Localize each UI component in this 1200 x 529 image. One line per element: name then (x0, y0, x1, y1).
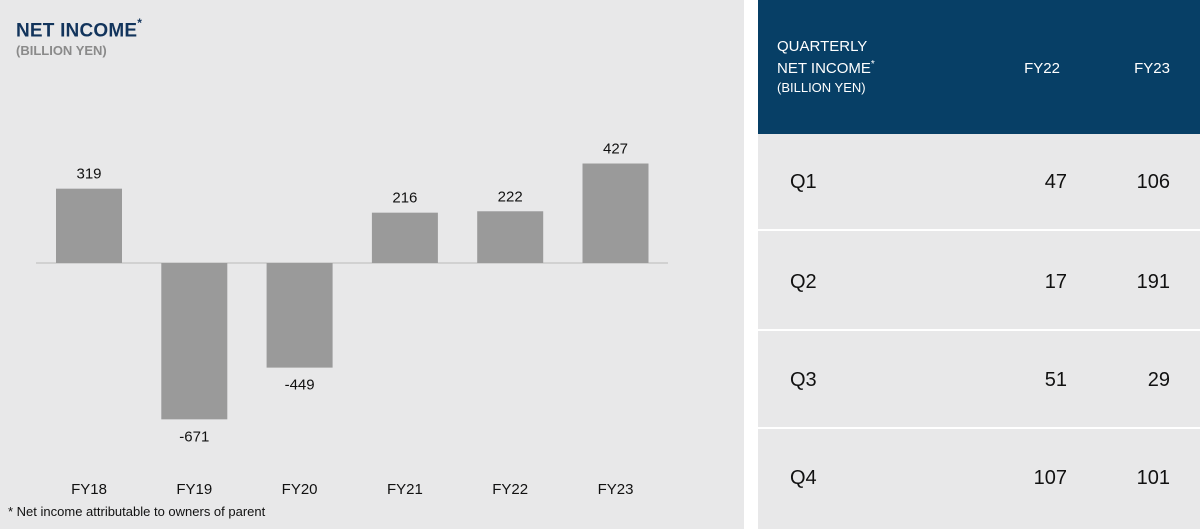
bar-fy22 (477, 211, 544, 263)
chart-title: NET INCOME* (16, 16, 143, 42)
table-title-asterisk: * (870, 59, 875, 70)
chart-subtitle: (BILLION YEN) (16, 43, 107, 58)
table-row-q2: Q2 17 191 (758, 234, 1200, 331)
chart-footnote: * Net income attributable to owners of p… (8, 504, 266, 519)
value-label-fy20: -449 (285, 377, 315, 394)
value-label-fy22: 222 (498, 188, 523, 205)
table-unit: (BILLION YEN) (777, 80, 866, 95)
x-tick-fy23: FY23 (598, 481, 634, 498)
row-fy22-value: 47 (1044, 171, 1067, 193)
column-header-fy22: FY22 (1024, 60, 1060, 77)
row-fy22-value: 51 (1044, 369, 1067, 391)
bar-fy23 (582, 163, 649, 263)
row-quarter-label: Q1 (790, 171, 817, 193)
x-tick-fy19: FY19 (176, 481, 212, 498)
row-fy22-value: 17 (1044, 271, 1067, 293)
quarterly-net-income-table: QUARTERLY NET INCOME* (BILLION YEN) FY22… (758, 0, 1200, 529)
title-asterisk: * (137, 16, 143, 30)
row-fy23-value: 101 (1136, 467, 1170, 489)
value-label-fy23: 427 (603, 141, 628, 158)
bar-fy20 (266, 263, 333, 368)
column-header-fy23: FY23 (1134, 60, 1170, 77)
row-quarter-label: Q4 (790, 467, 817, 489)
table-row-q3: Q3 51 29 (758, 332, 1200, 429)
x-tick-fy18: FY18 (71, 481, 107, 498)
row-fy23-value: 29 (1147, 369, 1170, 391)
table-row-q4: Q4 107 101 (758, 430, 1200, 527)
table-header: QUARTERLY NET INCOME* (BILLION YEN) FY22… (758, 0, 1200, 134)
x-tick-fy20: FY20 (282, 481, 318, 498)
bar-fy18 (56, 188, 122, 263)
net-income-bar-chart: 319 FY18 -671 FY19 -449 FY20 216 FY21 222 FY22 427… (36, 141, 668, 498)
x-tick-fy21: FY21 (387, 481, 423, 498)
row-fy23-value: 191 (1136, 271, 1170, 293)
table-row-q1: Q1 47 106 (758, 134, 1200, 231)
table-title: QUARTERLY NET INCOME* (777, 38, 875, 77)
value-label-fy19: -671 (179, 428, 209, 445)
x-tick-fy22: FY22 (492, 481, 528, 498)
bar-fy21 (371, 212, 438, 263)
net-income-chart-panel: NET INCOME* (BILLION YEN) 319 FY18 -671 FY1… (0, 0, 744, 529)
value-label-fy18: 319 (76, 166, 101, 183)
row-quarter-label: Q3 (790, 369, 817, 391)
value-label-fy21: 216 (392, 190, 417, 207)
row-fy23-value: 106 (1136, 171, 1170, 193)
bar-fy19 (161, 263, 228, 420)
row-fy22-value: 107 (1033, 467, 1067, 489)
row-quarter-label: Q2 (790, 271, 817, 293)
